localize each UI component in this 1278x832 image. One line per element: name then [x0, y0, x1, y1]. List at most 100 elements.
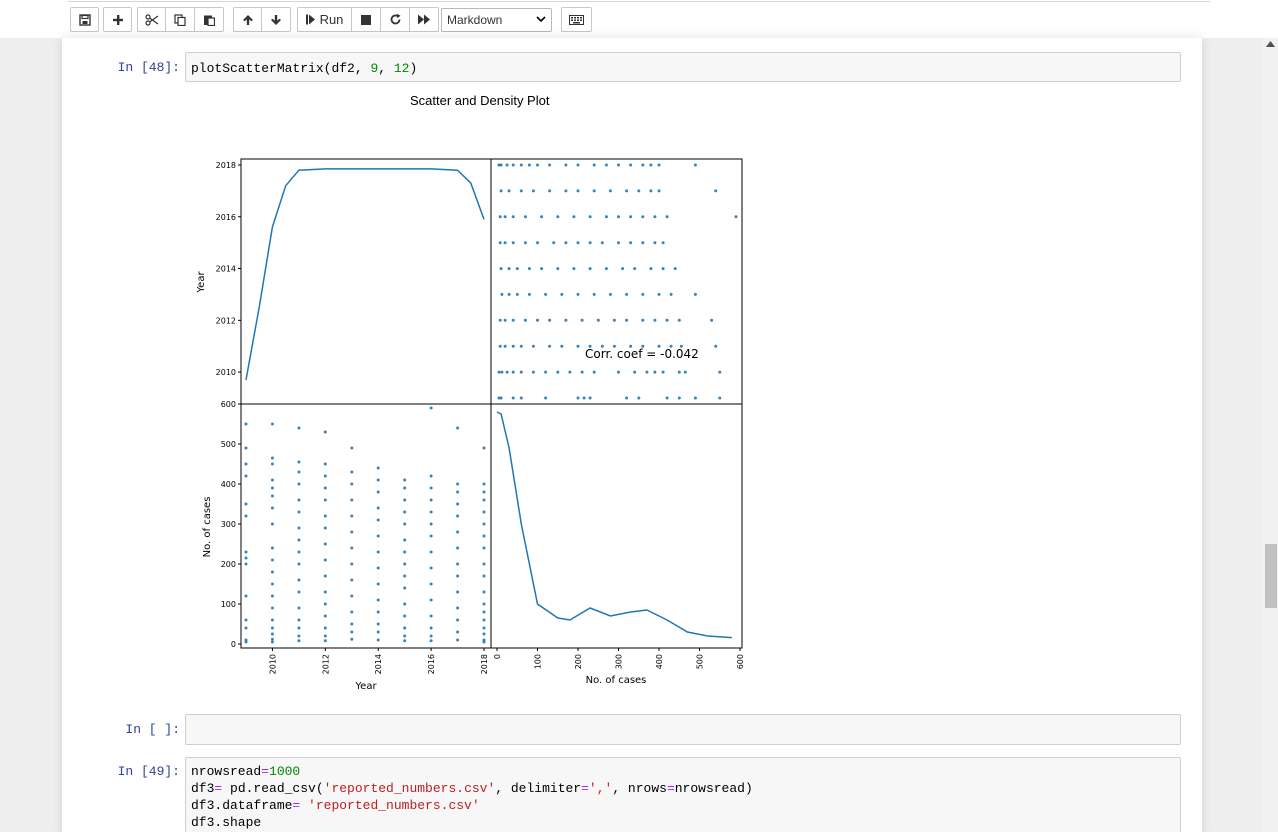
scatter-point — [548, 189, 552, 193]
interrupt-button[interactable] — [352, 7, 381, 32]
scatter-point — [621, 267, 625, 271]
scatter-point — [523, 241, 527, 245]
scatter-point — [693, 292, 697, 296]
scatter-point — [653, 241, 657, 245]
scatter-point — [376, 534, 380, 538]
scatter-point — [244, 446, 248, 450]
scatter-point — [482, 546, 486, 550]
scrollbar-thumb[interactable] — [1265, 544, 1277, 608]
code-line: df3.dataframe= 'reported_numbers.csv' — [191, 798, 480, 813]
scatter-point — [244, 514, 248, 518]
scatter-point — [503, 318, 507, 322]
scatter-point — [617, 241, 620, 245]
insert-cell-button[interactable] — [103, 7, 132, 32]
copy-button[interactable] — [166, 7, 195, 32]
scatter-point — [511, 344, 515, 348]
scatter-point — [608, 292, 612, 296]
paste-button[interactable] — [195, 7, 224, 32]
scatter-point — [403, 486, 407, 490]
arrow-up-icon — [242, 14, 253, 25]
cell-type-value: Markdown — [447, 13, 503, 27]
code-cell-input[interactable] — [185, 714, 1181, 745]
code-cell-input[interactable]: plotScatterMatrix(df2, 9, 12) — [185, 52, 1181, 82]
x-tick-label: 2018 — [480, 654, 489, 674]
scatter-point — [297, 426, 301, 430]
scroll-up-arrow-icon[interactable] — [1266, 41, 1275, 47]
notebook-container — [62, 38, 1202, 832]
scatter-point — [244, 626, 248, 630]
scatter-point — [649, 189, 653, 193]
scatter-point — [544, 292, 548, 296]
move-down-button[interactable] — [262, 7, 291, 32]
scatter-point — [376, 638, 380, 642]
copy-icon — [174, 13, 186, 26]
x-tick-label: 2010 — [268, 654, 277, 674]
scatter-point — [270, 594, 274, 598]
scatter-point — [270, 618, 274, 622]
cut-button[interactable] — [137, 7, 166, 32]
scatter-point — [661, 370, 665, 374]
panel-frame — [240, 158, 492, 405]
scatter-point — [592, 163, 596, 167]
scatter-point — [429, 498, 433, 502]
run-button[interactable]: Run — [297, 7, 352, 32]
x-tick-label: 300 — [615, 654, 624, 669]
scatter-point — [604, 267, 608, 271]
code-cell-input[interactable]: nrowsread=1000 df3= pd.read_csv('reporte… — [185, 757, 1181, 832]
y-tick-label: 500 — [221, 440, 236, 449]
scatter-point — [641, 344, 645, 348]
scatter-point — [376, 582, 380, 586]
scatter-point — [270, 640, 274, 644]
scatter-point — [270, 422, 274, 426]
scatter-point — [350, 514, 354, 518]
scatter-point — [511, 370, 515, 374]
scatter-point — [515, 267, 519, 271]
restart-button[interactable] — [381, 7, 410, 32]
save-group — [70, 7, 99, 32]
keyboard-group — [561, 7, 592, 32]
y-tick-label: 2012 — [216, 316, 236, 325]
scatter-point — [544, 396, 548, 400]
x-tick-label: 500 — [696, 654, 705, 669]
scatter-point — [482, 590, 486, 594]
scatter-point — [350, 594, 354, 598]
scatter-point — [683, 370, 687, 374]
scatter-point — [376, 630, 380, 634]
restart-run-all-button[interactable] — [410, 7, 439, 32]
scatter-point — [456, 514, 460, 518]
scatter-point — [270, 637, 274, 641]
scatter-point — [297, 562, 301, 566]
scatter-point — [297, 482, 301, 486]
scatter-point — [403, 602, 407, 606]
scatter-point — [572, 215, 576, 219]
y-tick-label: 2014 — [216, 265, 236, 274]
scatter-point — [323, 634, 327, 638]
move-up-button[interactable] — [233, 7, 262, 32]
scatter-point — [511, 241, 515, 245]
scatter-point — [536, 318, 539, 322]
scatter-point — [625, 292, 629, 296]
command-palette-button[interactable] — [561, 7, 592, 32]
step-forward-icon — [305, 14, 315, 25]
paste-icon — [204, 15, 215, 26]
chevron-down-icon — [536, 16, 546, 23]
scatter-point — [637, 189, 641, 193]
scatter-point — [600, 344, 604, 348]
scatter-point — [612, 344, 616, 348]
panel-frame — [240, 403, 492, 649]
scatter-point — [604, 215, 608, 219]
scatter-point — [665, 215, 669, 219]
scatter-point — [456, 618, 460, 622]
x-tick-label: 2014 — [374, 654, 383, 674]
insert-group — [103, 7, 132, 32]
code-line: nrowsread=1000 — [191, 764, 301, 779]
scatter-point — [323, 542, 327, 546]
scatter-point — [592, 189, 596, 193]
scatter-point — [527, 292, 531, 296]
page-scrollbar[interactable] — [1263, 38, 1278, 832]
scatter-point — [497, 396, 501, 400]
scatter-point — [556, 370, 560, 374]
scatter-point — [505, 370, 509, 374]
cell-type-dropdown[interactable]: Markdown — [441, 8, 552, 32]
save-button[interactable] — [70, 7, 99, 32]
